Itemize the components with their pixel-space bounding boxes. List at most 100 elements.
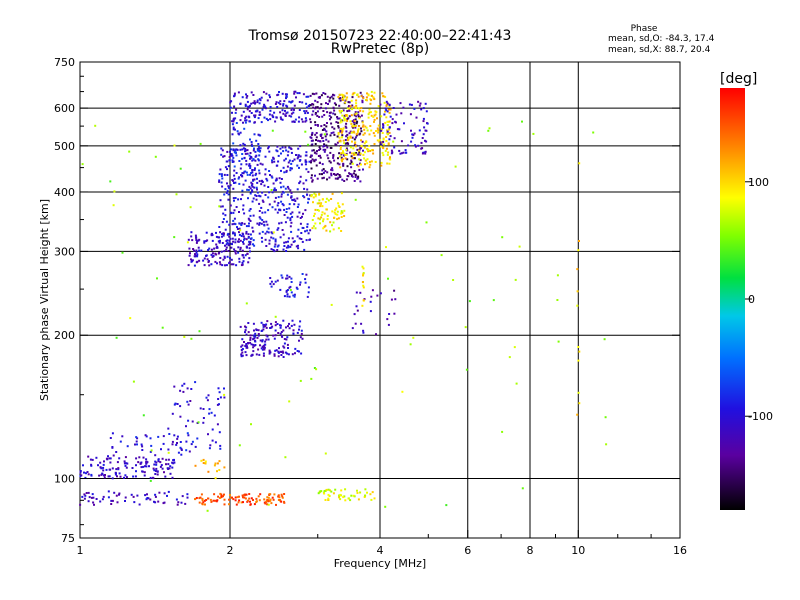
data-point: [340, 153, 343, 156]
data-point: [241, 494, 244, 497]
data-point: [326, 214, 329, 217]
data-point: [321, 115, 324, 118]
chart-subtitle: RwPretec (8p): [331, 41, 429, 57]
data-point: [200, 493, 203, 496]
data-point: [149, 476, 152, 479]
data-point: [176, 403, 179, 405]
data-point: [254, 335, 257, 338]
data-point: [249, 214, 252, 217]
data-point: [371, 94, 373, 97]
data-point: [273, 160, 276, 163]
data-point: [218, 236, 221, 239]
data-point: [272, 334, 275, 337]
data-point: [330, 174, 333, 177]
data-point: [258, 210, 261, 212]
data-point: [346, 142, 349, 144]
data-point: [389, 108, 392, 111]
data-point: [244, 331, 246, 334]
data-point: [176, 503, 179, 506]
data-point: [380, 142, 383, 145]
data-point: [326, 154, 329, 157]
data-point: [385, 140, 388, 142]
data-point: [281, 335, 284, 338]
data-point: [349, 162, 352, 165]
data-point: [255, 139, 258, 142]
x-tick-label: 1: [77, 544, 84, 557]
data-point: [268, 242, 271, 245]
data-point: [368, 111, 371, 114]
data-point: [252, 158, 255, 161]
data-point: [249, 173, 251, 176]
data-point: [285, 326, 287, 329]
data-point: [244, 103, 247, 106]
data-point: [244, 105, 247, 107]
data-point: [262, 323, 265, 326]
data-point: [231, 154, 234, 157]
data-point: [256, 191, 259, 194]
data-point: [292, 111, 295, 114]
data-point: [297, 147, 300, 150]
data-point: [283, 493, 286, 495]
data-point: [276, 279, 279, 282]
data-point: [245, 163, 248, 166]
data-point: [330, 303, 333, 306]
data-point: [369, 125, 372, 127]
data-point: [312, 106, 315, 109]
data-point: [139, 462, 142, 465]
data-point: [254, 167, 256, 170]
data-point: [339, 146, 342, 148]
data-point: [348, 115, 351, 118]
data-point: [381, 128, 383, 131]
data-point: [312, 225, 315, 228]
data-point: [364, 159, 367, 162]
data-point: [289, 212, 292, 215]
data-point: [219, 168, 222, 171]
data-point: [353, 157, 356, 160]
data-point: [318, 192, 321, 195]
data-point: [299, 180, 302, 183]
data-point: [172, 462, 175, 465]
data-point: [218, 180, 221, 183]
data-point: [249, 192, 252, 195]
data-point: [279, 326, 282, 329]
data-point: [229, 106, 232, 109]
data-point: [233, 217, 236, 220]
data-point: [290, 196, 292, 199]
data-point: [263, 184, 266, 187]
data-point: [188, 450, 191, 453]
data-point: [196, 253, 199, 256]
colorbar-tick-label: 0: [748, 293, 755, 306]
data-point: [262, 220, 265, 223]
data-point: [251, 169, 254, 171]
data-point: [203, 499, 206, 502]
data-point: [329, 134, 332, 137]
data-point: [240, 349, 243, 351]
data-point: [276, 94, 279, 97]
data-point: [367, 149, 370, 151]
data-point: [252, 350, 255, 353]
data-point: [372, 132, 375, 135]
data-point: [173, 385, 176, 388]
data-point: [242, 496, 244, 499]
data-point: [232, 211, 235, 214]
data-point: [370, 149, 373, 151]
data-point: [245, 96, 248, 99]
data-point: [371, 491, 374, 494]
data-point: [386, 153, 389, 156]
data-point: [235, 108, 238, 111]
data-point: [376, 139, 379, 142]
data-point: [186, 241, 189, 244]
data-point: [314, 174, 316, 177]
data-point: [167, 451, 170, 454]
data-point: [254, 110, 257, 113]
data-point: [360, 127, 362, 130]
data-point: [298, 92, 301, 95]
data-point: [249, 337, 252, 339]
data-point: [137, 461, 140, 464]
data-point: [315, 136, 318, 139]
data-point: [81, 495, 84, 498]
data-point: [339, 111, 342, 114]
data-point: [388, 313, 391, 315]
data-point: [388, 138, 391, 141]
data-point: [304, 120, 307, 123]
